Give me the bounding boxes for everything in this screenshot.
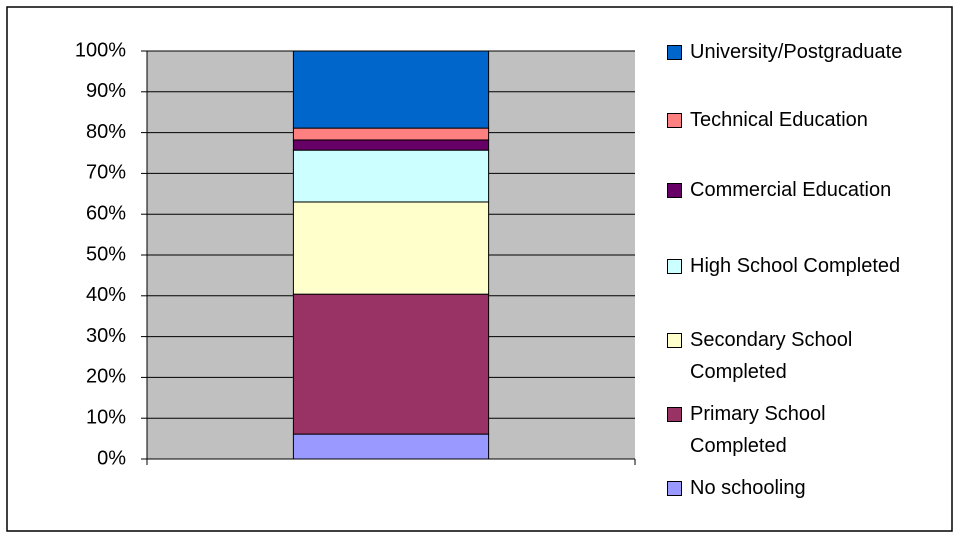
legend-label: Technical Education [690,109,868,131]
legend-swatch [667,45,682,60]
legend-swatch [667,333,682,348]
legend-item: High School Completed [667,250,925,282]
y-tick-label: 20% [86,366,126,388]
bar-segment [292,127,490,141]
bar-segment [292,293,490,435]
legend-label: No schooling [690,477,806,499]
legend-item: No schooling [667,472,925,504]
legend-label: Primary School Completed [690,403,826,457]
legend-swatch [667,259,682,274]
legend-swatch [667,113,682,128]
legend-swatch [667,481,682,496]
legend-label: University/Postgraduate [690,41,903,63]
legend-item: Technical Education [667,104,925,136]
y-tick-label: 60% [86,202,126,224]
legend-label: Secondary School Completed [690,329,853,383]
legend-swatch [667,183,682,198]
legend-label: High School Completed [690,255,901,277]
y-tick-label: 70% [86,162,126,184]
bar-segment [292,149,490,203]
bar-segment [292,50,490,129]
y-tick-label: 0% [97,447,126,469]
y-tick-label: 50% [86,243,126,265]
y-tick-label: 90% [86,80,126,102]
y-tick-label: 30% [86,325,126,347]
bar-segment [292,433,490,460]
legend-swatch [667,407,682,422]
legend-item: Secondary School Completed [667,324,925,388]
legend-item: University/Postgraduate [667,36,925,68]
legend-item: Primary School Completed [667,398,925,462]
legend-label: Commercial Education [690,179,892,201]
bar-segment [292,201,490,295]
bar-segment [292,139,490,151]
y-tick-label: 80% [86,121,126,143]
y-tick-label: 10% [86,406,126,428]
y-tick-label: 40% [86,284,126,306]
legend-item: Commercial Education [667,174,925,206]
y-tick-label: 100% [75,39,126,61]
